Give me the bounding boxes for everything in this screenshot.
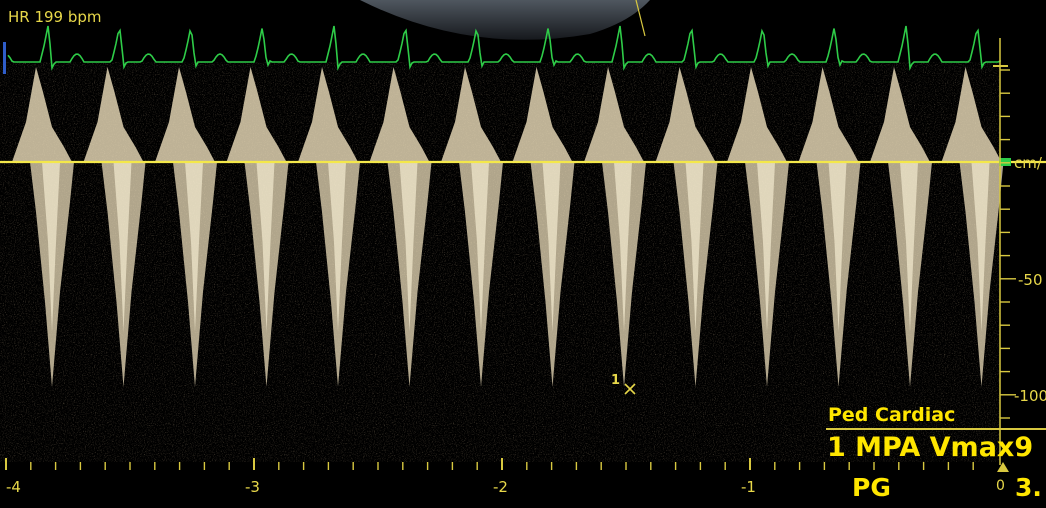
heart-rate-label: HR 199 bpm [8,8,102,26]
reverse-flow-core [256,162,275,332]
forward-flow-envelope [941,67,1002,162]
time-label-2: -2 [493,478,508,496]
forward-flow-envelope [298,67,358,162]
forward-flow-envelope [441,67,501,162]
reverse-flow-core [900,162,918,332]
forward-flow-envelope [870,67,930,162]
velocity-label-100: -100 [1014,387,1046,405]
2d-image-sector [360,0,650,40]
forward-flow-envelope [798,67,859,162]
reverse-flow-core [685,162,704,332]
forward-flow-envelope [369,67,430,162]
reverse-flow-core [614,162,632,332]
reverse-flow-core [399,162,418,332]
velocity-unit-label: cm/ [1014,154,1042,172]
reverse-flow-core [328,162,346,332]
preset-label: Ped Cardiac [828,404,956,426]
forward-flow-envelope [155,67,215,162]
reverse-flow-core [42,162,60,332]
velocity-label-50: -50 [1018,271,1043,289]
forward-flow-envelope [512,67,573,162]
velocity-scale [999,38,1016,465]
zero-marker-icon [997,462,1009,472]
measurement-zero: 0 [996,478,1005,494]
reverse-flow-core [971,162,990,332]
cursor-x-icon[interactable] [624,383,636,395]
measurement-pg-value: 3. [1015,473,1042,502]
ecg-start-marker [3,42,6,74]
time-axis [5,458,974,470]
forward-flow-envelope [226,67,287,162]
cursor-number: 1 [611,373,621,388]
measurement-pg-label: PG [852,473,891,502]
forward-flow-envelope [727,67,787,162]
doppler-noise [0,62,1000,462]
measurement-divider [826,428,1046,430]
reverse-flow-core [542,162,561,332]
forward-flow-envelope [12,67,72,162]
reverse-flow-core [757,162,775,332]
time-label-1: -1 [741,478,756,496]
forward-flow-envelope [584,67,644,162]
time-label-3: -3 [245,478,260,496]
cursor-line [635,0,646,37]
reverse-flow-core [113,162,132,332]
forward-flow-envelope [83,67,144,162]
reverse-flow-core [471,162,489,332]
doppler-envelopes-reverse [30,162,1004,387]
forward-flow-envelope [655,67,716,162]
ecg-trace [7,25,1001,71]
baseline-arrow-icon[interactable] [999,158,1011,166]
reverse-flow-core [828,162,847,332]
time-label-4: -4 [6,478,21,496]
reverse-flow-core [185,162,203,332]
doppler-envelopes-forward [12,67,1002,162]
measurement-vmax: 1 MPA Vmax9 [827,432,1034,463]
